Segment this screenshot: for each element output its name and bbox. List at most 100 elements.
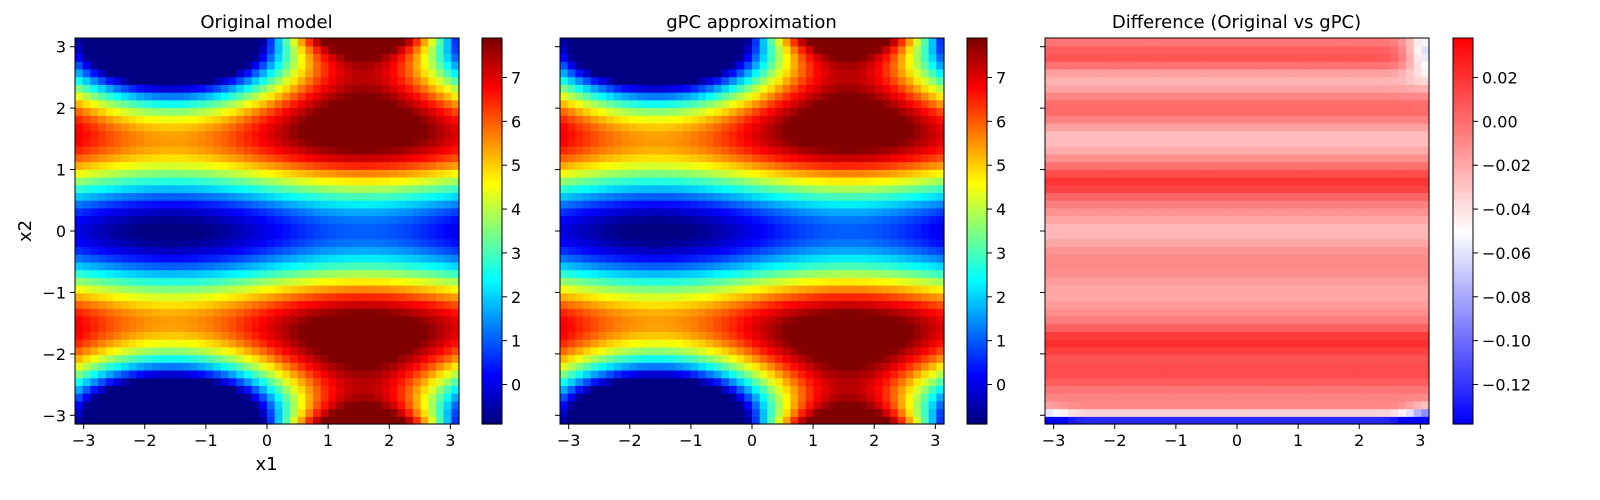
heatmap-cell xyxy=(867,200,876,209)
heatmap-cell xyxy=(159,169,168,178)
heatmap-cell xyxy=(698,377,707,386)
heatmap-cell xyxy=(75,400,84,410)
heatmap-cell xyxy=(583,377,592,386)
heatmap-cell xyxy=(851,323,861,332)
heatmap-cell xyxy=(167,277,176,286)
heatmap-cell xyxy=(397,68,406,78)
heatmap-cell xyxy=(213,207,222,217)
heatmap-cell xyxy=(752,107,761,116)
heatmap-cell xyxy=(744,146,753,155)
heatmap-cell xyxy=(105,339,114,348)
heatmap-cell xyxy=(598,385,607,394)
heatmap-cell xyxy=(90,254,99,263)
heatmap-cell xyxy=(736,308,745,317)
heatmap-cell xyxy=(351,92,360,101)
heatmap-cell xyxy=(851,84,861,93)
heatmap-cell xyxy=(251,254,260,263)
heatmap-cell xyxy=(821,99,830,109)
heatmap-cell xyxy=(136,138,145,147)
heatmap-cell xyxy=(313,115,322,124)
heatmap-cell xyxy=(251,408,260,417)
heatmap-cell xyxy=(105,354,114,363)
heatmap-cell xyxy=(805,176,815,186)
heatmap-cell xyxy=(136,277,145,286)
heatmap-cell xyxy=(359,146,368,155)
heatmap-cell xyxy=(851,207,861,217)
heatmap-cell xyxy=(435,408,445,417)
heatmap-cell xyxy=(351,161,360,170)
heatmap-cell xyxy=(320,408,330,417)
colorbar-segment xyxy=(482,169,502,174)
heatmap-cell xyxy=(389,261,399,271)
heatmap-cell xyxy=(220,385,230,394)
heatmap-cell xyxy=(836,416,845,425)
heatmap-cell xyxy=(560,238,569,248)
heatmap-cell xyxy=(274,76,283,85)
heatmap-cell xyxy=(320,130,330,139)
heatmap-cell xyxy=(690,393,699,402)
heatmap-cell xyxy=(828,315,838,325)
heatmap-cell xyxy=(828,339,838,348)
heatmap-cell xyxy=(320,269,330,278)
heatmap-cell xyxy=(583,122,592,132)
heatmap-cell xyxy=(782,331,791,340)
heatmap-cell xyxy=(274,285,283,294)
heatmap-cell xyxy=(228,84,237,93)
heatmap-cell xyxy=(659,107,669,116)
heatmap-cell xyxy=(428,416,437,425)
heatmap-cell xyxy=(575,115,584,124)
heatmap-cell xyxy=(713,339,722,348)
heatmap-cell xyxy=(598,184,607,193)
colorbar-frame xyxy=(481,37,503,425)
heatmap-cell xyxy=(451,107,460,116)
heatmap-cell xyxy=(736,68,745,78)
heatmap-cell xyxy=(174,331,184,340)
heatmap-cell xyxy=(659,300,669,309)
heatmap-cell xyxy=(782,231,791,240)
heatmap-cell xyxy=(267,53,276,62)
heatmap-cell xyxy=(374,92,383,101)
heatmap-cell xyxy=(705,285,715,294)
heatmap-cell xyxy=(659,130,669,139)
heatmap-cell xyxy=(590,277,599,286)
heatmap-cell xyxy=(721,146,730,155)
heatmap-cell xyxy=(644,231,653,240)
heatmap-cell xyxy=(382,200,391,209)
heatmap-cell xyxy=(798,400,807,410)
heatmap-cell xyxy=(374,416,383,425)
heatmap-cell xyxy=(713,354,722,363)
heatmap-cell xyxy=(174,308,184,317)
heatmap-cell xyxy=(890,285,899,294)
heatmap-cell xyxy=(397,61,406,70)
heatmap-cell xyxy=(936,377,945,386)
heatmap-cell xyxy=(428,107,437,116)
heatmap-cell xyxy=(213,254,222,263)
heatmap-cell xyxy=(675,416,684,425)
heatmap-cell xyxy=(397,300,406,309)
heatmap-cell xyxy=(759,254,768,263)
colorbar-segment xyxy=(482,137,502,142)
heatmap-cell xyxy=(205,400,214,410)
heatmap-cell xyxy=(336,61,345,70)
heatmap-cell xyxy=(736,377,745,386)
heatmap-cell xyxy=(728,99,738,109)
colorbar-segment xyxy=(482,231,502,235)
colorbar-segment xyxy=(482,343,502,348)
heatmap-cell xyxy=(844,285,853,294)
heatmap-cell xyxy=(320,200,330,209)
heatmap-cell xyxy=(775,115,784,124)
heatmap-cell xyxy=(197,161,207,170)
heatmap-cell xyxy=(920,308,930,317)
heatmap-cell xyxy=(767,122,776,132)
heatmap-cell xyxy=(374,130,383,139)
heatmap-cell xyxy=(182,354,191,363)
heatmap-cell xyxy=(197,68,207,78)
heatmap-cell xyxy=(443,107,452,116)
heatmap-cell xyxy=(351,269,360,278)
heatmap-cell xyxy=(389,84,399,93)
heatmap-cell xyxy=(220,176,230,186)
heatmap-cell xyxy=(675,223,684,232)
heatmap-cell xyxy=(759,408,768,417)
heatmap-cell xyxy=(105,238,114,248)
heatmap-cell xyxy=(420,339,429,348)
